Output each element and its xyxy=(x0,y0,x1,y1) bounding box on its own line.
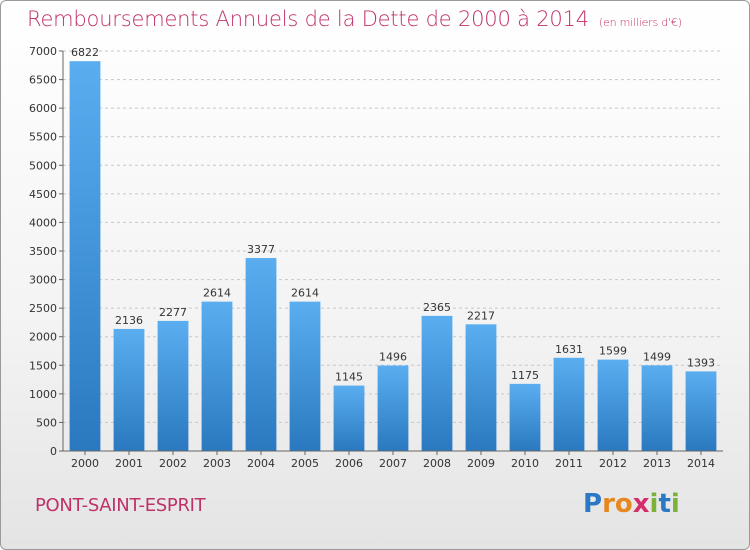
x-tick-label: 2013 xyxy=(643,457,671,470)
bar xyxy=(333,385,365,451)
bar xyxy=(69,61,101,452)
y-tick-label: 4000 xyxy=(29,216,57,229)
chart-title-text: Remboursements Annuels de la Dette de 20… xyxy=(27,7,589,31)
x-tick-label: 2001 xyxy=(115,457,143,470)
bar-value-label: 1496 xyxy=(379,351,407,364)
bars xyxy=(69,61,717,452)
bar-value-label: 2614 xyxy=(203,287,231,300)
x-tick-label: 2014 xyxy=(687,457,715,470)
x-tick-label: 2004 xyxy=(247,457,275,470)
logo-letter: t xyxy=(658,489,671,519)
y-tick-label: 7000 xyxy=(29,45,57,58)
bar-value-label: 1393 xyxy=(687,356,715,369)
data-labels: 6822 2136 2277 2614 3377 2614 1145 1496 2365 2217… xyxy=(71,46,715,383)
proxiti-logo: Proxiti xyxy=(583,489,680,519)
bar xyxy=(289,301,321,451)
y-tick-label: 3500 xyxy=(29,245,57,258)
bar-value-label: 3377 xyxy=(247,243,275,256)
logo-letter: o xyxy=(614,489,633,519)
y-tick-label: 6500 xyxy=(29,74,57,87)
x-tick-label: 2003 xyxy=(203,457,231,470)
x-tick-label: 2006 xyxy=(335,457,363,470)
y-tick-label: 2000 xyxy=(29,331,57,344)
x-tick-label: 2008 xyxy=(423,457,451,470)
bar-value-label: 2136 xyxy=(115,314,143,327)
bar-value-label: 1631 xyxy=(555,343,583,356)
x-tick-label: 2002 xyxy=(159,457,187,470)
bar xyxy=(157,320,189,451)
x-tick-label: 2000 xyxy=(71,457,99,470)
y-tick-label: 0 xyxy=(50,445,57,458)
bar-value-label: 1175 xyxy=(511,369,539,382)
y-tick-label: 2500 xyxy=(29,302,57,315)
commune-name: PONT-SAINT-ESPRIT xyxy=(35,495,206,516)
bar xyxy=(465,324,497,451)
chart-unit-note: (en milliers d'€) xyxy=(598,16,682,29)
logo-letter: i xyxy=(649,489,659,519)
bar-value-label: 1499 xyxy=(643,350,671,363)
bar xyxy=(201,301,233,451)
logo-letter: x xyxy=(632,489,650,519)
bar xyxy=(553,357,585,451)
bar xyxy=(597,359,629,451)
y-tick-label: 1500 xyxy=(29,359,57,372)
y-tick-label: 6000 xyxy=(29,102,57,115)
x-tick-label: 2007 xyxy=(379,457,407,470)
y-tick-label: 5000 xyxy=(29,159,57,172)
bar xyxy=(641,365,673,451)
x-tick-label: 2012 xyxy=(599,457,627,470)
bar xyxy=(245,258,277,451)
bar-value-label: 1145 xyxy=(335,371,363,384)
y-tick-label: 4500 xyxy=(29,188,57,201)
bar-value-label: 2217 xyxy=(467,309,495,322)
bar xyxy=(509,383,541,451)
x-tick-label: 2010 xyxy=(511,457,539,470)
x-tick-label: 2005 xyxy=(291,457,319,470)
y-tick-label: 5500 xyxy=(29,131,57,144)
logo-letter: r xyxy=(602,489,615,519)
logo-letter: P xyxy=(583,489,603,519)
bar-value-label: 2365 xyxy=(423,301,451,314)
bar-value-label: 6822 xyxy=(71,46,99,59)
x-tick-label: 2011 xyxy=(555,457,583,470)
logo-letter: i xyxy=(670,489,680,519)
axes: 0 500 1000 1500 2000 2500 3000 3500 4000 4500 5000… xyxy=(29,45,723,470)
x-tick-label: 2009 xyxy=(467,457,495,470)
bar xyxy=(685,371,717,451)
bar-value-label: 1599 xyxy=(599,345,627,358)
bar-value-label: 2614 xyxy=(291,287,319,300)
y-tick-label: 1000 xyxy=(29,388,57,401)
bar xyxy=(113,328,145,451)
bar xyxy=(377,365,409,451)
chart-title: Remboursements Annuels de la Dette de 20… xyxy=(27,7,682,31)
y-tick-label: 3000 xyxy=(29,274,57,287)
y-tick-label: 500 xyxy=(36,416,57,429)
bar-value-label: 2277 xyxy=(159,306,187,319)
bar xyxy=(421,315,453,451)
